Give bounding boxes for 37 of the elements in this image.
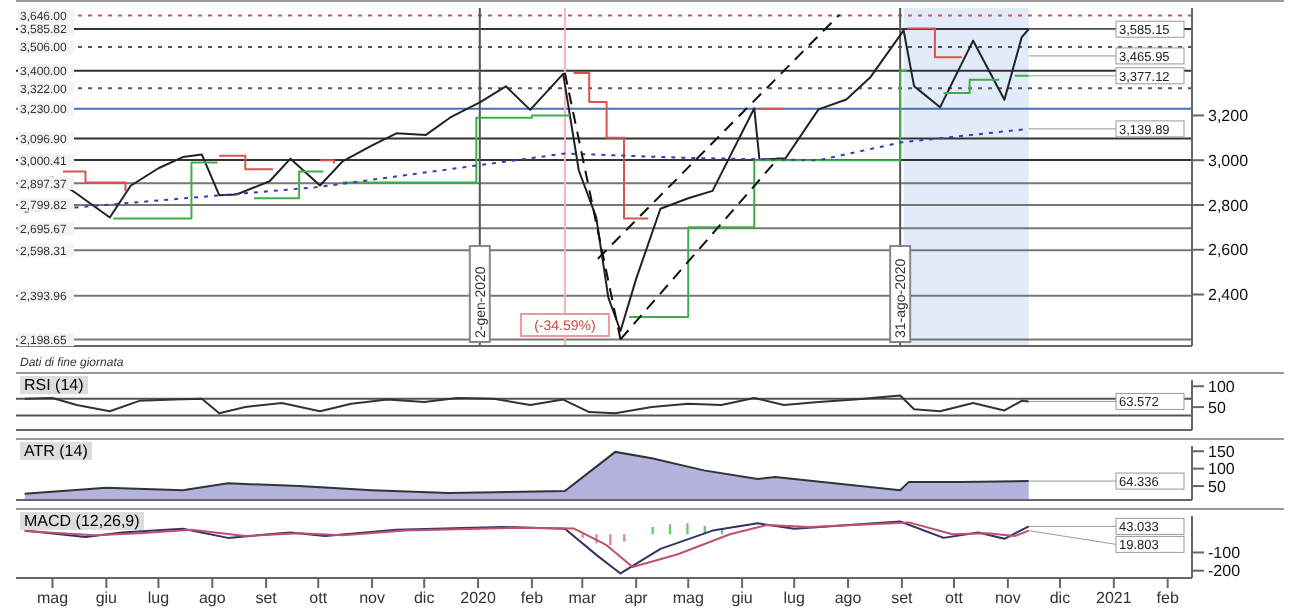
x-tick-label: lug: [783, 589, 805, 608]
y-tick-label: -100: [1208, 544, 1242, 563]
y-tick-label: 100: [1208, 377, 1236, 396]
x-tick-label: lug: [147, 589, 170, 608]
x-tick-label: feb: [1156, 589, 1180, 608]
x-tick-label: giu: [95, 589, 118, 608]
chart-title: ATR (14): [20, 442, 92, 460]
y-tick-label: 3,000: [1208, 151, 1250, 170]
y-tick-label: 2,600: [1208, 241, 1250, 260]
x-tick-label: mar: [568, 589, 597, 608]
x-tick-label: mag: [672, 589, 704, 608]
x-tick-label: nov: [994, 589, 1021, 608]
chart-title: RSI (14): [20, 376, 88, 394]
y-tick-label: 2,400: [1208, 286, 1250, 305]
y-tick-label: 100: [1208, 460, 1236, 479]
x-tick-label: ott: [945, 589, 965, 608]
x-tick-label: set: [255, 589, 279, 608]
x-tick-label: set: [891, 589, 915, 608]
x-tick-label: ott: [309, 589, 329, 608]
y-tick-label: 2,800: [1208, 196, 1250, 215]
x-tick-label: ago: [834, 589, 863, 608]
x-tick-label: dic: [413, 589, 435, 608]
x-tick-label: nov: [359, 589, 386, 608]
chart-title: MACD (12,26,9): [20, 512, 144, 530]
y-tick-label: 50: [1208, 477, 1227, 496]
y-tick-label: 3,200: [1208, 107, 1250, 126]
y-tick-label: 50: [1208, 398, 1227, 417]
x-tick-label: 2021: [1096, 589, 1133, 608]
x-tick-label: dic: [1049, 589, 1071, 608]
x-tick-label: apr: [624, 589, 649, 608]
x-tick-label: ago: [198, 589, 227, 608]
y-tick-label: 150: [1208, 442, 1236, 461]
x-tick-label: mag: [36, 589, 69, 608]
y-tick-label: -200: [1208, 562, 1242, 581]
x-tick-label: 2020: [460, 589, 497, 608]
x-tick-label: giu: [731, 589, 753, 608]
x-tick-label: feb: [520, 589, 545, 608]
